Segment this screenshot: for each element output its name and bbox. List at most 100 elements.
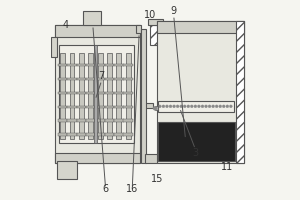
Bar bbox=[76, 133, 86, 136]
Circle shape bbox=[215, 105, 218, 108]
Bar bbox=[136, 25, 141, 33]
Bar bbox=[59, 45, 134, 143]
Text: 11: 11 bbox=[221, 162, 233, 172]
Bar bbox=[141, 29, 146, 163]
Bar bbox=[105, 78, 114, 80]
Bar bbox=[157, 21, 244, 33]
Circle shape bbox=[180, 105, 182, 108]
Bar bbox=[105, 92, 114, 94]
Bar bbox=[105, 119, 114, 122]
Bar bbox=[155, 106, 158, 110]
Bar bbox=[124, 106, 133, 108]
Circle shape bbox=[153, 106, 157, 110]
Text: 4: 4 bbox=[62, 20, 68, 30]
Bar bbox=[60, 53, 65, 139]
Bar bbox=[95, 92, 105, 94]
Bar bbox=[114, 64, 124, 66]
Bar bbox=[55, 25, 140, 37]
Bar bbox=[114, 119, 124, 122]
Bar bbox=[236, 21, 244, 163]
Bar bbox=[67, 64, 77, 66]
Bar bbox=[76, 64, 86, 66]
Bar bbox=[79, 53, 84, 139]
Bar bbox=[58, 133, 68, 136]
Circle shape bbox=[158, 105, 161, 108]
Bar bbox=[58, 106, 68, 108]
Text: 15: 15 bbox=[151, 174, 163, 184]
Circle shape bbox=[201, 105, 204, 108]
Circle shape bbox=[205, 105, 207, 108]
Circle shape bbox=[166, 105, 168, 108]
Bar bbox=[86, 119, 96, 122]
Bar bbox=[114, 106, 124, 108]
Bar bbox=[116, 53, 121, 139]
Circle shape bbox=[197, 105, 200, 108]
Bar bbox=[105, 64, 114, 66]
Bar bbox=[55, 25, 140, 163]
Bar bbox=[95, 133, 105, 136]
Bar bbox=[94, 45, 97, 143]
Bar bbox=[124, 64, 133, 66]
Text: 3: 3 bbox=[192, 148, 198, 158]
Bar bbox=[58, 92, 68, 94]
Bar bbox=[95, 78, 105, 80]
Bar bbox=[70, 53, 74, 139]
Circle shape bbox=[222, 105, 225, 108]
Bar bbox=[124, 133, 133, 136]
Bar bbox=[76, 92, 86, 94]
Circle shape bbox=[162, 105, 165, 108]
Circle shape bbox=[187, 105, 190, 108]
Bar bbox=[95, 106, 105, 108]
Bar bbox=[95, 64, 105, 66]
Circle shape bbox=[219, 105, 222, 108]
Text: 6: 6 bbox=[103, 184, 109, 194]
Circle shape bbox=[230, 105, 232, 108]
Bar bbox=[86, 133, 96, 136]
Bar bbox=[157, 21, 244, 163]
Bar bbox=[114, 92, 124, 94]
Bar bbox=[76, 106, 86, 108]
Bar bbox=[67, 78, 77, 80]
Circle shape bbox=[190, 105, 193, 108]
Bar bbox=[114, 78, 124, 80]
Bar bbox=[76, 78, 86, 80]
Circle shape bbox=[212, 105, 214, 108]
Bar bbox=[141, 103, 153, 108]
Circle shape bbox=[208, 105, 211, 108]
Circle shape bbox=[173, 105, 175, 108]
Bar bbox=[86, 106, 96, 108]
Text: 10: 10 bbox=[144, 10, 156, 20]
Circle shape bbox=[226, 105, 229, 108]
Bar bbox=[145, 154, 157, 163]
Bar bbox=[124, 78, 133, 80]
Bar bbox=[105, 133, 114, 136]
Bar bbox=[58, 119, 68, 122]
Text: 16: 16 bbox=[126, 184, 138, 194]
Bar bbox=[86, 78, 96, 80]
Bar bbox=[98, 53, 103, 139]
Circle shape bbox=[194, 105, 197, 108]
Bar bbox=[95, 119, 105, 122]
Bar bbox=[67, 119, 77, 122]
Bar bbox=[107, 53, 112, 139]
Bar bbox=[88, 53, 93, 139]
Bar bbox=[86, 64, 96, 66]
Bar bbox=[76, 119, 86, 122]
Text: 7: 7 bbox=[99, 71, 105, 81]
Circle shape bbox=[169, 105, 172, 108]
Bar bbox=[114, 133, 124, 136]
Bar bbox=[67, 92, 77, 94]
Bar bbox=[58, 64, 68, 66]
Bar bbox=[51, 37, 57, 57]
Circle shape bbox=[176, 105, 179, 108]
Bar bbox=[105, 106, 114, 108]
Text: 9: 9 bbox=[171, 6, 177, 16]
Bar bbox=[67, 133, 77, 136]
Circle shape bbox=[183, 105, 186, 108]
Bar bbox=[67, 106, 77, 108]
Bar bbox=[124, 119, 133, 122]
Bar bbox=[58, 78, 68, 80]
Bar bbox=[124, 92, 133, 94]
Bar bbox=[57, 161, 77, 179]
Bar bbox=[83, 11, 101, 25]
